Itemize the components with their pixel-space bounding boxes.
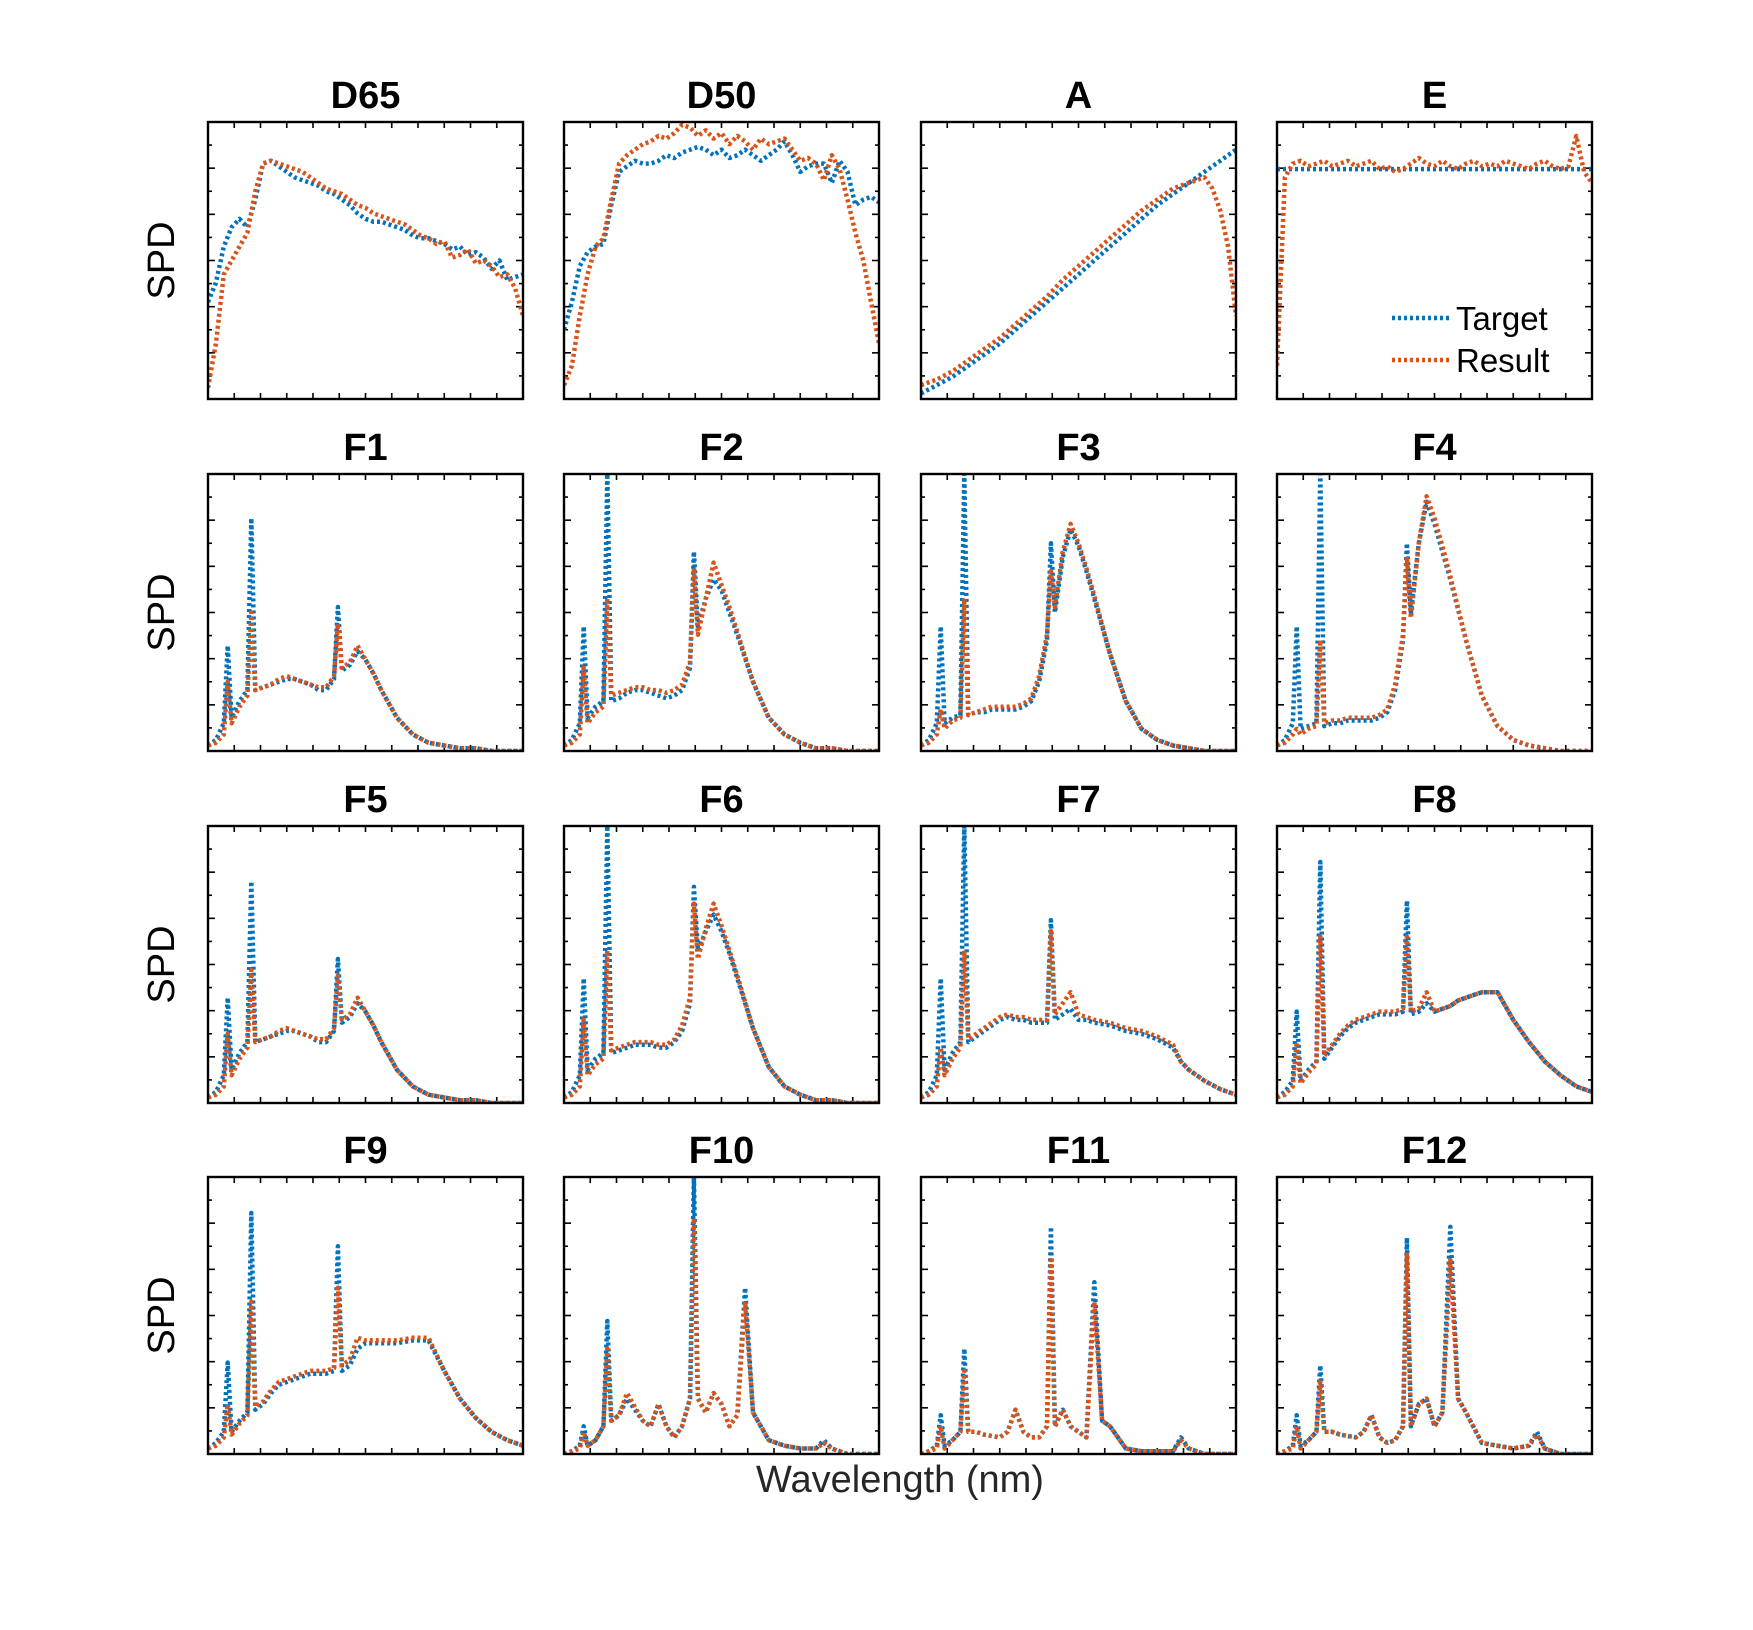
panel-e: E Target Result <box>1275 75 1594 401</box>
panel-title: F4 <box>1412 427 1456 469</box>
panel-title: A <box>1065 75 1092 117</box>
plot-frame <box>1275 120 1594 401</box>
legend-label-target: Target <box>1456 300 1548 337</box>
y-axis-label: SPD <box>141 573 183 651</box>
panel-f7: F7 <box>919 779 1238 1105</box>
x-axis-label: Wavelength (nm) <box>756 1459 1044 1501</box>
series-line-result <box>1277 493 1592 751</box>
series-line-result <box>564 560 879 751</box>
panel-d65: D65 SPD <box>141 75 525 401</box>
legend: Target Result <box>1392 300 1550 379</box>
y-axis-label: SPD <box>141 925 183 1003</box>
y-axis-label: SPD <box>141 221 183 299</box>
panel-f10: F10 <box>562 1130 881 1456</box>
series-line-result <box>921 929 1236 1100</box>
panel-title: F1 <box>343 427 387 469</box>
panel-title: E <box>1422 75 1447 117</box>
plot-frame <box>919 1175 1238 1456</box>
plot-frame <box>1275 824 1594 1105</box>
plot-frame <box>919 472 1238 753</box>
panel-a: A <box>919 75 1238 401</box>
panel-title: F11 <box>1047 1130 1110 1172</box>
series-line-result <box>208 158 523 389</box>
panel-title: F5 <box>343 779 387 821</box>
panel-title: D50 <box>687 75 757 117</box>
panel-title: F10 <box>689 1130 754 1172</box>
series-line-target <box>921 826 1236 1100</box>
panel-f8: F8 <box>1275 779 1594 1105</box>
plot-frame <box>206 120 525 401</box>
series-line-result <box>1277 133 1592 366</box>
series-line-target <box>564 826 879 1103</box>
panel-title: F7 <box>1056 779 1100 821</box>
plot-frame <box>919 824 1238 1105</box>
panel-f3: F3 <box>919 427 1238 753</box>
plot-frame <box>919 120 1238 401</box>
panel-f9: F9 SPD <box>141 1130 525 1456</box>
plot-frame <box>206 824 525 1105</box>
panel-f11: F11 <box>919 1130 1238 1456</box>
series-line-target <box>564 474 879 751</box>
panel-f4: F4 <box>1275 427 1594 753</box>
panel-title: F3 <box>1056 427 1100 469</box>
series-line-result <box>921 1257 1236 1454</box>
series-line-target <box>208 1210 523 1451</box>
series-line-target <box>921 147 1236 396</box>
series-line-result <box>208 610 523 751</box>
series-line-result <box>208 1285 523 1451</box>
series-line-result <box>1277 1252 1592 1454</box>
plot-frame <box>206 1175 525 1456</box>
series-line-result <box>921 175 1236 388</box>
panel-f1: F1 SPD <box>141 427 525 753</box>
legend-label-result: Result <box>1456 342 1550 379</box>
series-line-result <box>921 521 1236 751</box>
panel-d50: D50 <box>562 75 881 401</box>
panel-f5: F5 SPD <box>141 779 525 1105</box>
panel-title: F6 <box>699 779 743 821</box>
series-line-result <box>208 967 523 1103</box>
series-line-result <box>1277 934 1592 1100</box>
plot-frame <box>562 1175 881 1456</box>
plot-frame <box>562 472 881 753</box>
panel-f2: F2 <box>562 427 881 753</box>
panel-f12: F12 <box>1275 1130 1594 1456</box>
panel-f6: F6 <box>562 779 881 1105</box>
y-axis-label: SPD <box>141 1276 183 1354</box>
panel-title: D65 <box>331 75 401 117</box>
series-line-target <box>208 158 523 303</box>
panel-title: F2 <box>699 427 743 469</box>
series-line-target <box>208 516 523 751</box>
series-line-result <box>564 901 879 1103</box>
panel-title: F9 <box>343 1130 387 1172</box>
series-line-target <box>921 1224 1236 1454</box>
plot-frame <box>1275 1175 1594 1456</box>
series-line-target <box>921 474 1236 751</box>
plot-frame <box>562 120 881 401</box>
plot-frame <box>562 824 881 1105</box>
series-line-result <box>564 1216 879 1454</box>
series-line-result <box>564 122 879 386</box>
series-line-target <box>208 879 523 1103</box>
series-line-target <box>1277 859 1592 1100</box>
panel-title: F12 <box>1402 1130 1467 1172</box>
series-line-target <box>1277 1224 1592 1454</box>
plot-frame <box>1275 472 1594 753</box>
panel-title: F8 <box>1412 779 1456 821</box>
series-line-target <box>564 1177 879 1454</box>
series-line-target <box>564 139 879 331</box>
plot-frame <box>206 472 525 753</box>
